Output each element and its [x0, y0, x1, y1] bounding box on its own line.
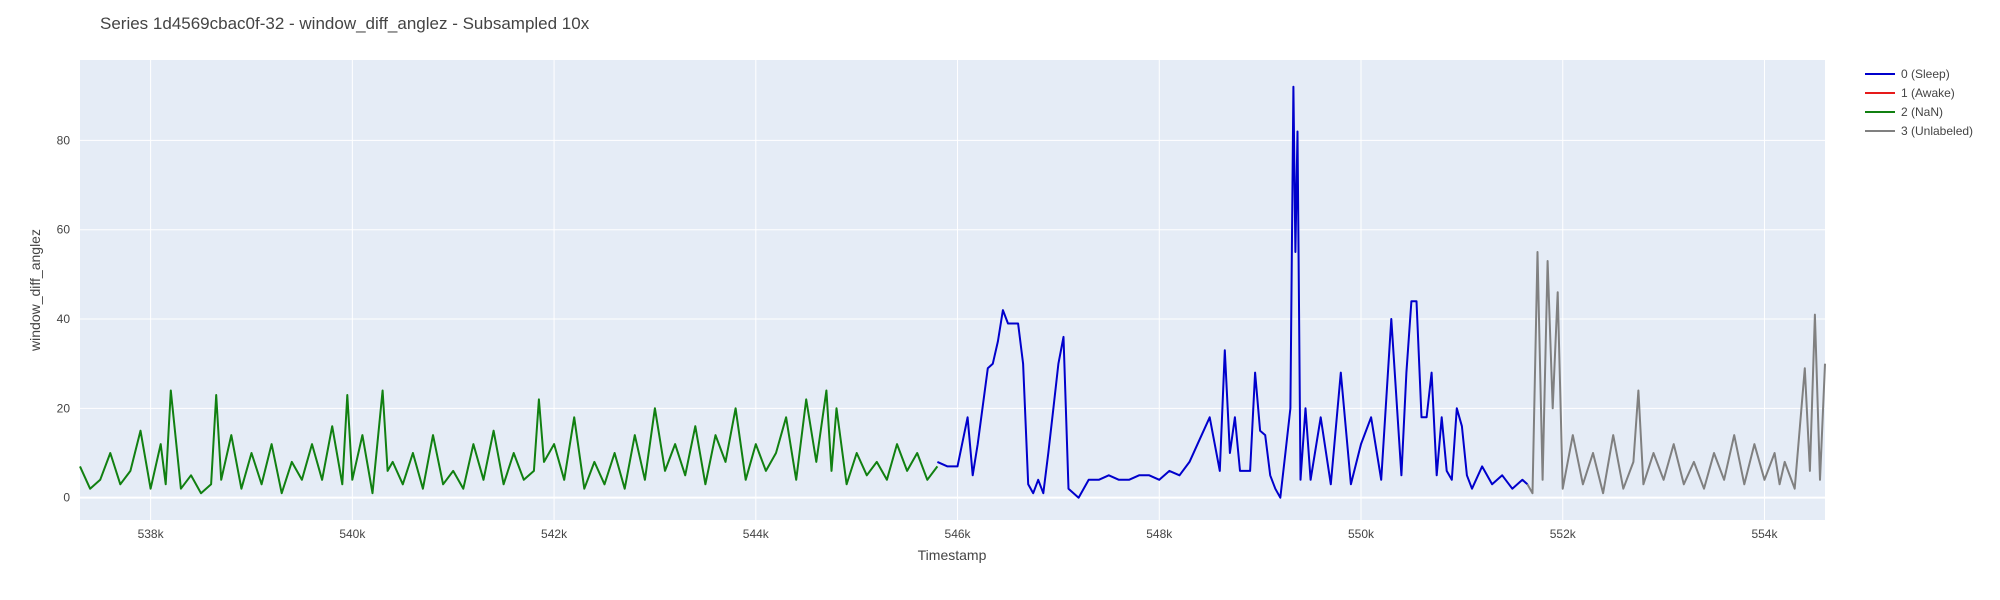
x-tick-label: 538k	[138, 527, 165, 541]
legend-label: 2 (NaN)	[1901, 105, 1943, 119]
x-tick-label: 550k	[1348, 527, 1375, 541]
y-tick-label: 20	[57, 401, 71, 415]
plot-background	[80, 60, 1825, 520]
legend-item[interactable]: 3 (Unlabeled)	[1865, 124, 1973, 138]
legend-item[interactable]: 2 (NaN)	[1865, 105, 1943, 119]
series-line-3	[1526, 251, 1826, 495]
legend-item[interactable]: 1 (Awake)	[1865, 86, 1955, 100]
legend-label: 0 (Sleep)	[1901, 67, 1950, 81]
x-tick-label: 552k	[1550, 527, 1577, 541]
x-tick-label: 542k	[541, 527, 568, 541]
legend[interactable]: 0 (Sleep) 1 (Awake) 2 (NaN) 3 (Unlabeled)	[1865, 67, 1973, 138]
legend-label: 3 (Unlabeled)	[1901, 124, 1973, 138]
y-tick-label: 80	[57, 133, 71, 147]
y-axis-title: window_diff_anglez	[27, 229, 43, 352]
x-axis-ticks: 538k 540k 542k 544k 546k 548k 550k 552k 554k	[138, 527, 1779, 541]
y-tick-label: 60	[57, 223, 71, 237]
chart-title: Series 1d4569cbac0f-32 - window_diff_ang…	[100, 14, 590, 33]
x-axis-title: Timestamp	[918, 547, 987, 563]
y-axis-ticks: 0 20 40 60 80	[57, 133, 71, 504]
legend-label: 1 (Awake)	[1901, 86, 1955, 100]
x-tick-label: 544k	[743, 527, 770, 541]
y-tick-label: 0	[63, 491, 70, 505]
y-tick-label: 40	[57, 312, 71, 326]
series-line-2	[79, 389, 939, 495]
series-line-0	[936, 85, 1529, 499]
x-tick-label: 554k	[1751, 527, 1778, 541]
series-lines	[79, 85, 1826, 499]
x-tick-label: 540k	[339, 527, 366, 541]
legend-item[interactable]: 0 (Sleep)	[1865, 67, 1950, 81]
x-tick-label: 546k	[945, 527, 972, 541]
x-tick-label: 548k	[1146, 527, 1173, 541]
